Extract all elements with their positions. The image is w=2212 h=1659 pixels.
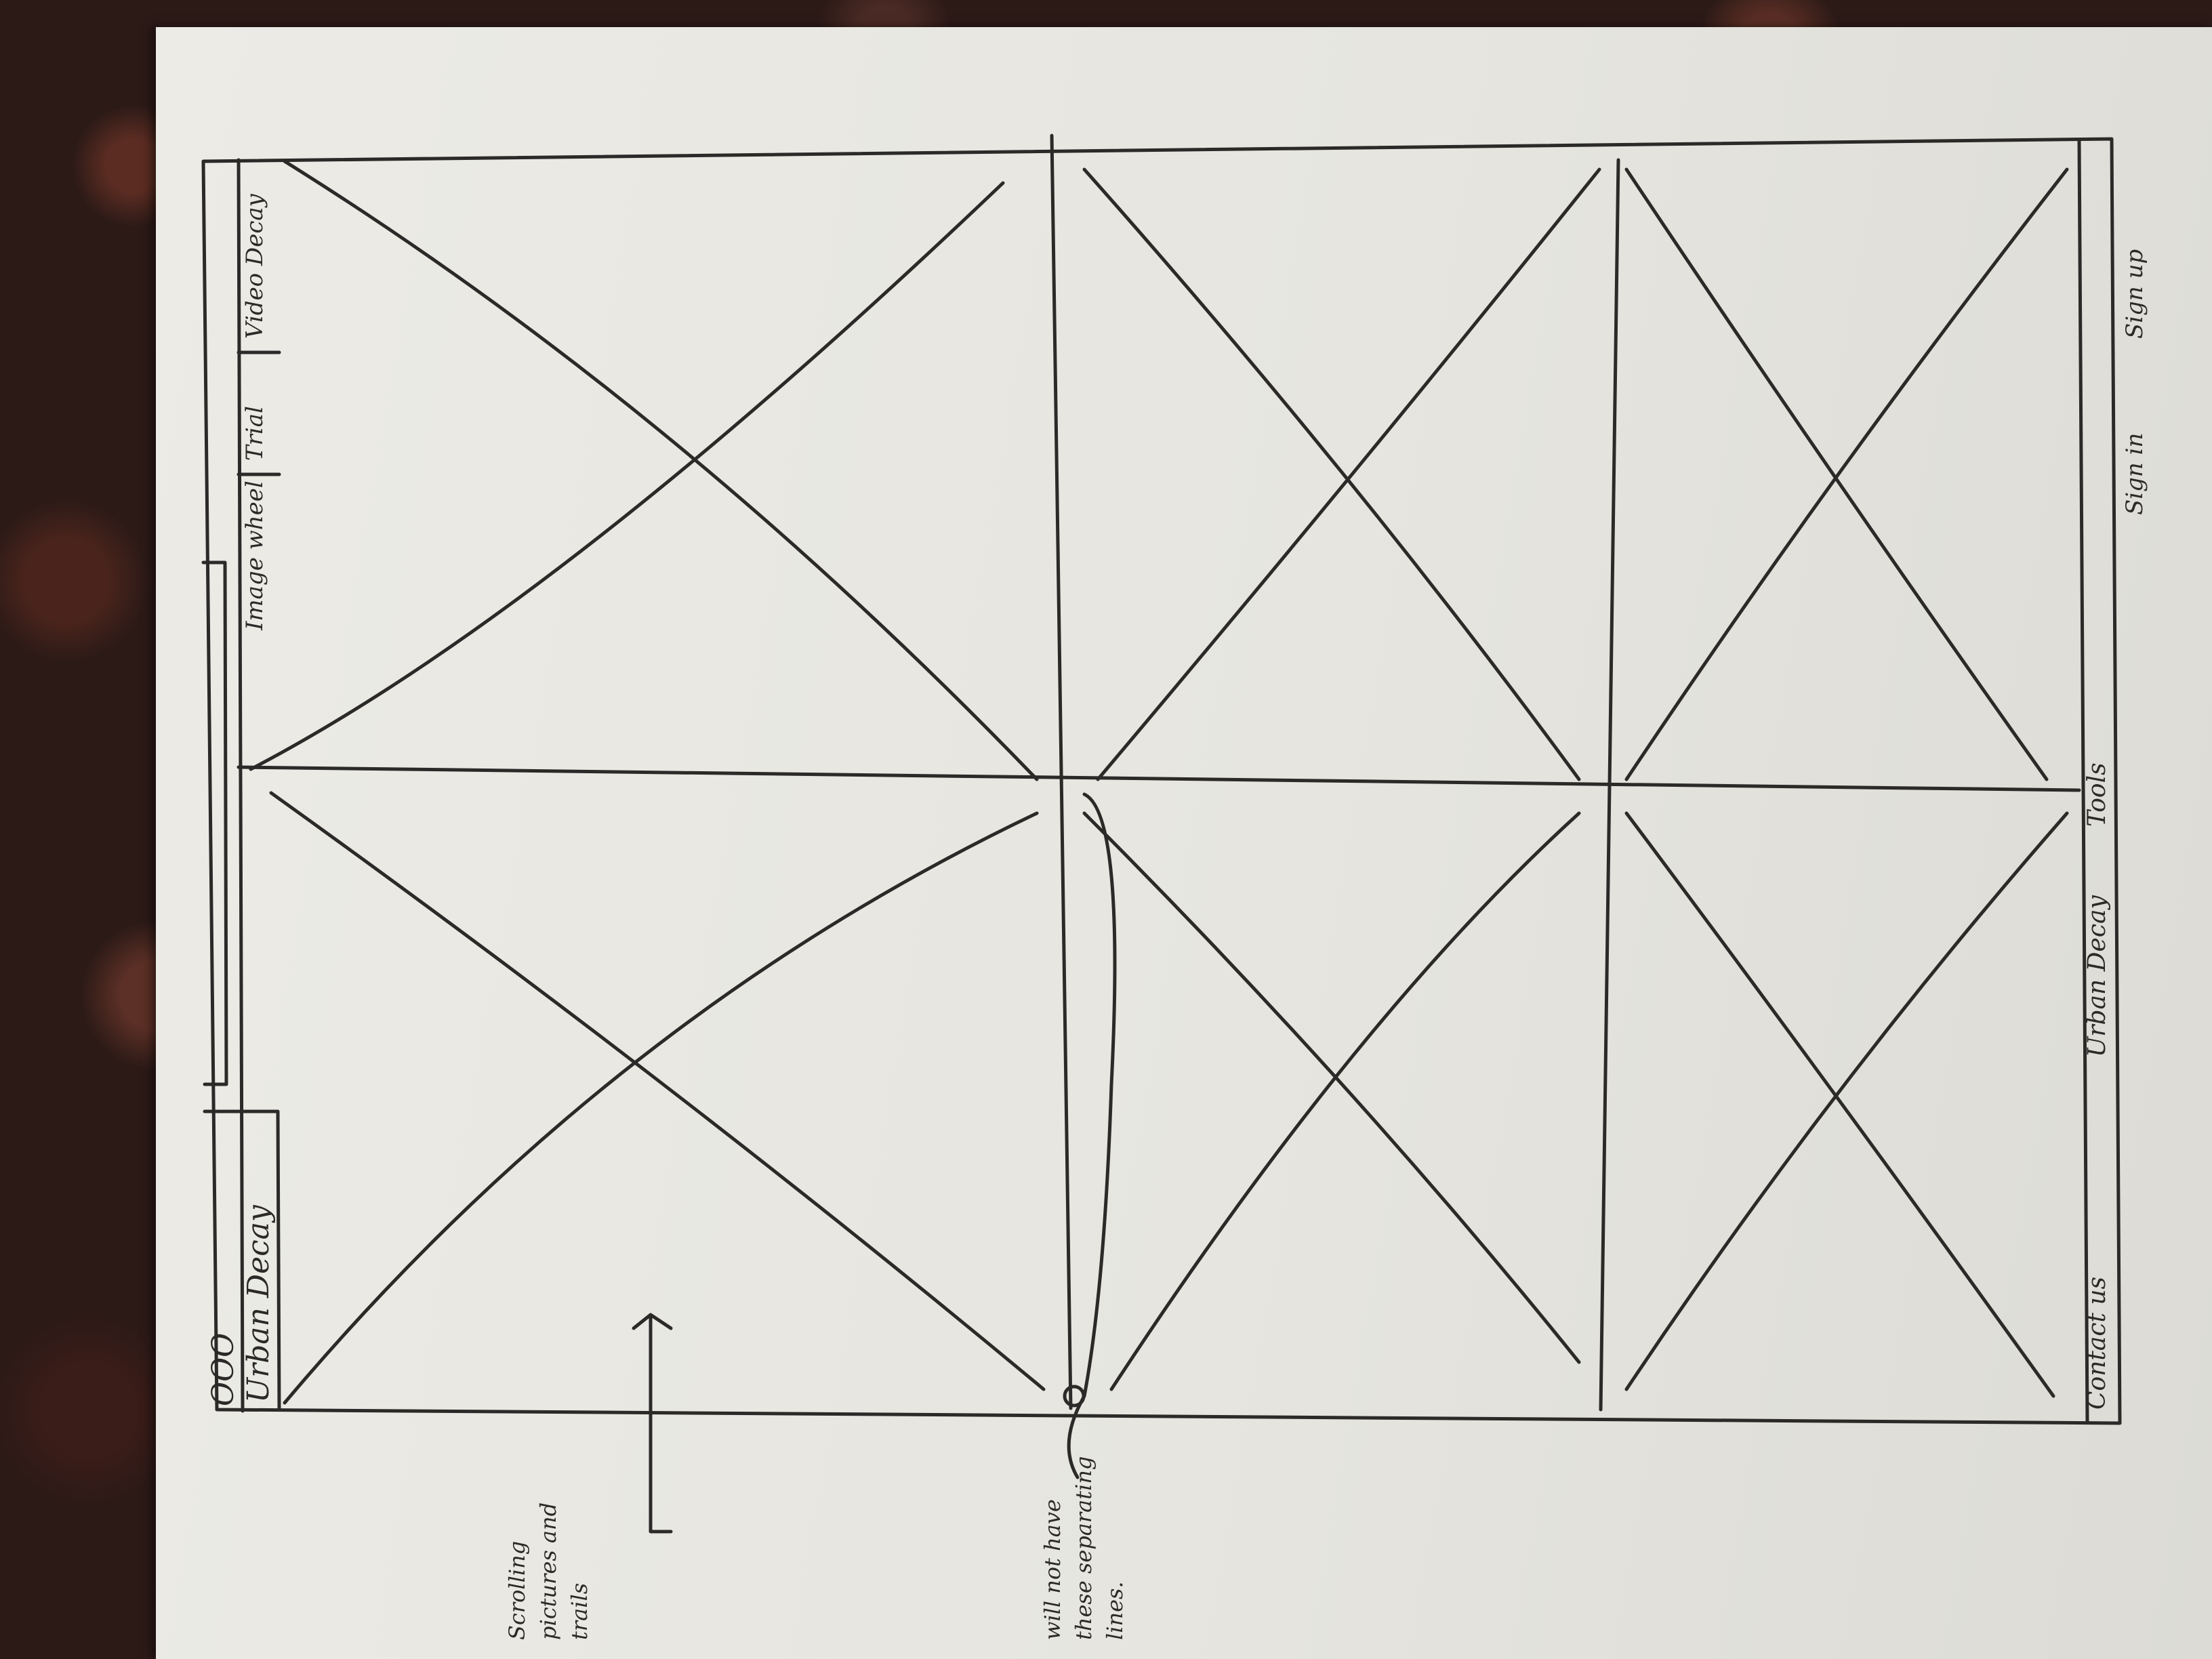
nav-image-wheel[interactable]: Image wheel	[241, 480, 268, 630]
footer-sign-in[interactable]: Sign in	[2121, 432, 2148, 515]
grid-divider-horizontal	[237, 765, 2081, 792]
logo-divider	[203, 1109, 281, 1412]
footer-sign-up[interactable]: Sign up	[2121, 249, 2148, 339]
grid-divider-1	[1050, 134, 1073, 1410]
annotation-lines: will not have these separating lines.	[1040, 1456, 1128, 1640]
nav-trial[interactable]: Trial	[241, 406, 268, 461]
footer-brand[interactable]: Urban Decay	[2083, 895, 2111, 1057]
footer-divider	[2077, 139, 2089, 1424]
image-placeholder-4	[1082, 811, 1581, 1391]
scroll-arrow	[632, 1313, 673, 1534]
image-placeholder-1	[249, 159, 1039, 781]
footer-tools[interactable]: Tools	[2083, 762, 2111, 827]
callout-bracket	[1067, 792, 1117, 1479]
nav-video-decay[interactable]: Video Decay	[241, 194, 268, 339]
image-placeholder-5	[1624, 167, 2069, 781]
image-placeholder-3	[1082, 167, 1601, 781]
window-controls[interactable]: OOO	[206, 1332, 241, 1406]
header-divider	[237, 158, 245, 1413]
annotation-scrolling: Scrolling pictures and trails	[504, 1502, 592, 1640]
browser-frame	[201, 137, 2122, 1425]
callout-circle	[1063, 1385, 1086, 1408]
scroll-indicator	[201, 560, 228, 1086]
paper-sheet	[156, 27, 2212, 1659]
footer-contact-us[interactable]: Contact us	[2083, 1276, 2111, 1410]
logo[interactable]: Urban Decay	[241, 1205, 276, 1403]
image-placeholder-2	[269, 791, 1046, 1405]
image-placeholder-6	[1624, 811, 2069, 1398]
